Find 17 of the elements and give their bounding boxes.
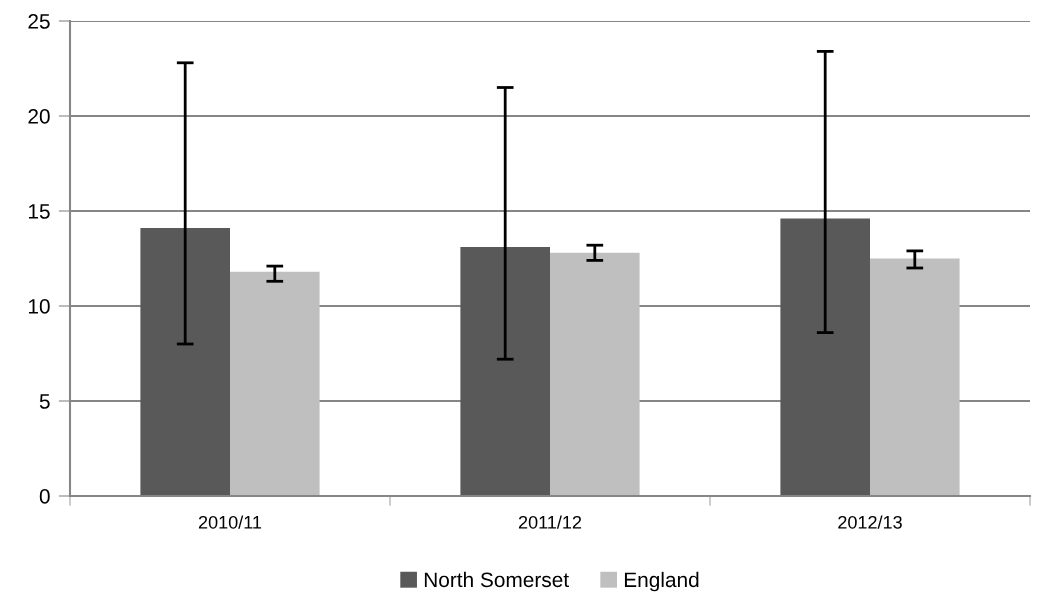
y-tick-label: 25 [28, 14, 50, 29]
bar [230, 271, 320, 496]
bar [780, 218, 870, 496]
bar [460, 247, 550, 496]
y-tick-label: 20 [28, 109, 50, 124]
x-tick-label: 2010/11 [198, 515, 262, 529]
legend-label: England [624, 571, 699, 592]
y-tick-label: 5 [39, 394, 50, 409]
bar [550, 252, 640, 496]
y-tick-label: 0 [39, 489, 50, 504]
bar [140, 228, 230, 496]
x-tick-label: 2011/12 [518, 515, 582, 529]
bar [870, 258, 960, 496]
y-tick-label: 15 [28, 204, 50, 219]
x-tick-label: 2012/13 [838, 515, 902, 529]
legend-label: North Somerset [424, 571, 569, 588]
y-tick-label: 10 [28, 299, 50, 314]
